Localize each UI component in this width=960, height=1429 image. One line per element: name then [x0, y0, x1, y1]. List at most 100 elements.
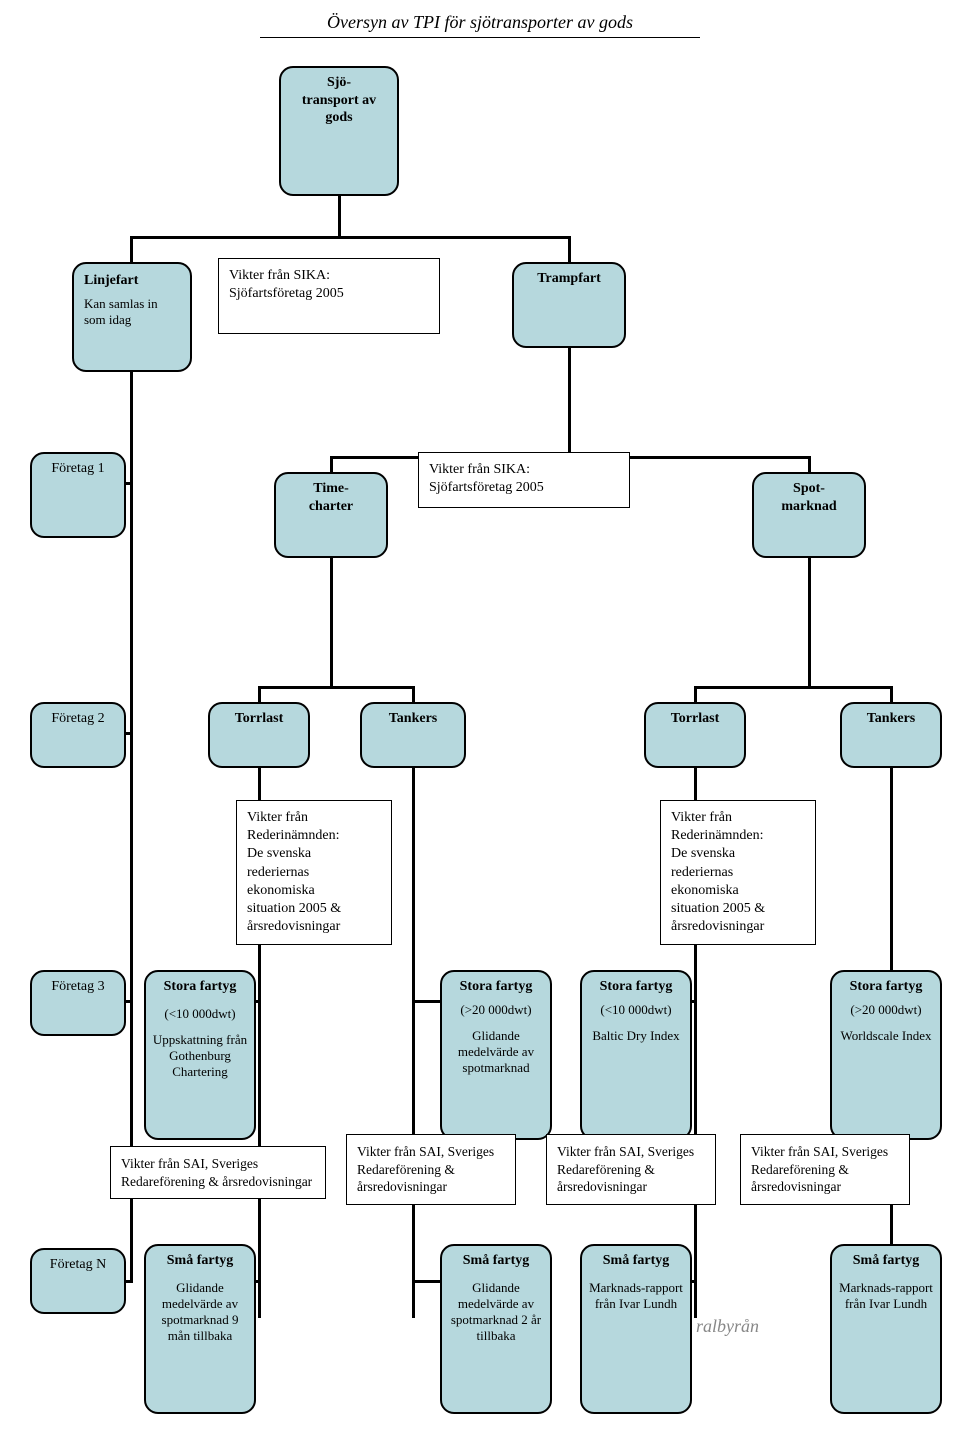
node-foretag2: Företag 2	[30, 702, 126, 768]
ssk-title: Stora fartyg	[836, 978, 936, 996]
stt-title: Stora fartyg	[150, 978, 250, 996]
stk-title: Stora fartyg	[446, 978, 546, 996]
stk-s2: Glidande medelvärde av spotmarknad	[446, 1028, 546, 1077]
node-tankers-sp: Tankers	[840, 702, 942, 768]
node-stora-sp-torr: Stora fartyg (<10 000dwt) Baltic Dry Ind…	[580, 970, 692, 1140]
smk-sub: Glidande medelvärde av spotmarknad 2 år …	[446, 1280, 546, 1345]
node-sma-sp-tank: Små fartyg Marknads-rapport från Ivar Lu…	[830, 1244, 942, 1414]
root-l3: gods	[325, 110, 352, 125]
node-sma-sp-torr: Små fartyg Marknads-rapport från Ivar Lu…	[580, 1244, 692, 1414]
page-title: Översyn av TPI för sjötransporter av god…	[0, 12, 960, 33]
sp-l1: Spot-	[793, 481, 825, 496]
ssk-s1: (>20 000dwt)	[836, 1002, 936, 1018]
rtc-l5: ekonomiska	[247, 882, 381, 900]
rtc-l1: Vikter från	[247, 809, 381, 827]
note-rederi-tc: Vikter från Rederinämnden: De svenska re…	[236, 800, 392, 945]
connector	[694, 686, 892, 689]
sp-l2: marknad	[781, 499, 836, 514]
sai1: Vikter från SAI, Sveriges Redareförening…	[121, 1156, 312, 1189]
foretag2-label: Företag 2	[51, 711, 104, 726]
tankers-sp-label: Tankers	[867, 711, 916, 726]
node-stora-tc-torr: Stora fartyg (<10 000dwt) Uppskattning f…	[144, 970, 256, 1140]
connector	[330, 556, 333, 686]
smsk-sub: Marknads-rapport från Ivar Lundh	[836, 1280, 936, 1313]
tankers-tc-label: Tankers	[389, 711, 438, 726]
rtc-l3: De svenska	[247, 845, 381, 863]
node-root: Sjö- transport av gods	[279, 66, 399, 196]
sst-title: Stora fartyg	[586, 978, 686, 996]
node-foretag1: Företag 1	[30, 452, 126, 538]
node-sma-tc-torr: Små fartyg Glidande medelvärde av spotma…	[144, 1244, 256, 1414]
foretagN-label: Företag N	[50, 1257, 106, 1272]
rsp-l4: rederiernas	[671, 864, 805, 882]
smt-sub: Glidande medelvärde av spotmarknad 9 mån…	[150, 1280, 250, 1345]
sai4: Vikter från SAI, Sveriges Redareförening…	[751, 1144, 888, 1194]
connector	[130, 236, 570, 239]
node-trampfart: Trampfart	[512, 262, 626, 348]
node-stora-tc-tank: Stora fartyg (>20 000dwt) Glidande medel…	[440, 970, 552, 1140]
rtc-l2: Rederinämnden:	[247, 827, 381, 845]
connector	[258, 686, 414, 689]
sai3: Vikter från SAI, Sveriges Redareförening…	[557, 1144, 694, 1194]
foretag1-label: Företag 1	[51, 461, 104, 476]
connector	[808, 556, 811, 686]
node-linjefart: Linjefart Kan samlas in som idag	[72, 262, 192, 372]
sms-sub: Marknads-rapport från Ivar Lundh	[586, 1280, 686, 1313]
sst-s2: Baltic Dry Index	[586, 1028, 686, 1044]
note-sika-2: Vikter från SIKA: Sjöfartsföretag 2005	[418, 452, 630, 508]
root-l1: Sjö-	[327, 75, 351, 90]
connector	[568, 236, 571, 264]
sms-title: Små fartyg	[586, 1252, 686, 1270]
smsk-title: Små fartyg	[836, 1252, 936, 1270]
stk-s1: (>20 000dwt)	[446, 1002, 546, 1018]
rtc-l7: årsredovisningar	[247, 918, 381, 936]
trampfart-label: Trampfart	[537, 271, 601, 286]
rsp-l6: situation 2005 &	[671, 900, 805, 918]
smk-title: Små fartyg	[446, 1252, 546, 1270]
connector	[130, 236, 133, 264]
torrlast-tc-label: Torrlast	[235, 711, 283, 726]
rsp-l7: årsredovisningar	[671, 918, 805, 936]
root-l2: transport av	[302, 93, 376, 108]
node-stora-sp-tank: Stora fartyg (>20 000dwt) Worldscale Ind…	[830, 970, 942, 1140]
sika2-l2: Sjöfartsföretag 2005	[429, 479, 619, 497]
rsp-l5: ekonomiska	[671, 882, 805, 900]
sst-s1: (<10 000dwt)	[586, 1002, 686, 1018]
node-foretagN: Företag N	[30, 1248, 126, 1314]
rtc-l6: situation 2005 &	[247, 900, 381, 918]
connector	[338, 196, 341, 236]
node-timecharter: Time- charter	[274, 472, 388, 558]
note-sai-2: Vikter från SAI, Sveriges Redareförening…	[346, 1134, 516, 1205]
rsp-l1: Vikter från	[671, 809, 805, 827]
rtc-l4: rederiernas	[247, 864, 381, 882]
note-rederi-sp: Vikter från Rederinämnden: De svenska re…	[660, 800, 816, 945]
tc-l1: Time-	[313, 481, 349, 496]
ssk-s2: Worldscale Index	[836, 1028, 936, 1044]
tc-l2: charter	[309, 499, 353, 514]
title-underline	[260, 37, 700, 38]
node-foretag3: Företag 3	[30, 970, 126, 1036]
sika2-l1: Vikter från SIKA:	[429, 461, 619, 479]
stt-s2: Uppskattning från Gothenburg Chartering	[150, 1032, 250, 1081]
stt-s1: (<10 000dwt)	[150, 1006, 250, 1022]
sai2: Vikter från SAI, Sveriges Redareförening…	[357, 1144, 494, 1194]
note-sai-4: Vikter från SAI, Sveriges Redareförening…	[740, 1134, 910, 1205]
linjefart-title: Linjefart	[84, 272, 180, 290]
linjefart-sub: Kan samlas in som idag	[84, 296, 180, 329]
connector	[568, 346, 571, 456]
rsp-l3: De svenska	[671, 845, 805, 863]
note-sai-1: Vikter från SAI, Sveriges Redareförening…	[110, 1146, 326, 1199]
rsp-l2: Rederinämnden:	[671, 827, 805, 845]
note-sika-1: Vikter från SIKA: Sjöfartsföretag 2005	[218, 258, 440, 334]
smt-title: Små fartyg	[150, 1252, 250, 1270]
torrlast-sp-label: Torrlast	[671, 711, 719, 726]
node-sma-tc-tank: Små fartyg Glidande medelvärde av spotma…	[440, 1244, 552, 1414]
connector	[412, 768, 415, 1318]
note-sai-3: Vikter från SAI, Sveriges Redareförening…	[546, 1134, 716, 1205]
sika1-l1: Vikter från SIKA:	[229, 267, 429, 285]
node-tankers-tc: Tankers	[360, 702, 466, 768]
node-torrlast-tc: Torrlast	[208, 702, 310, 768]
sika1-l2: Sjöfartsföretag 2005	[229, 285, 429, 303]
foretag3-label: Företag 3	[51, 979, 104, 994]
node-torrlast-sp: Torrlast	[644, 702, 746, 768]
